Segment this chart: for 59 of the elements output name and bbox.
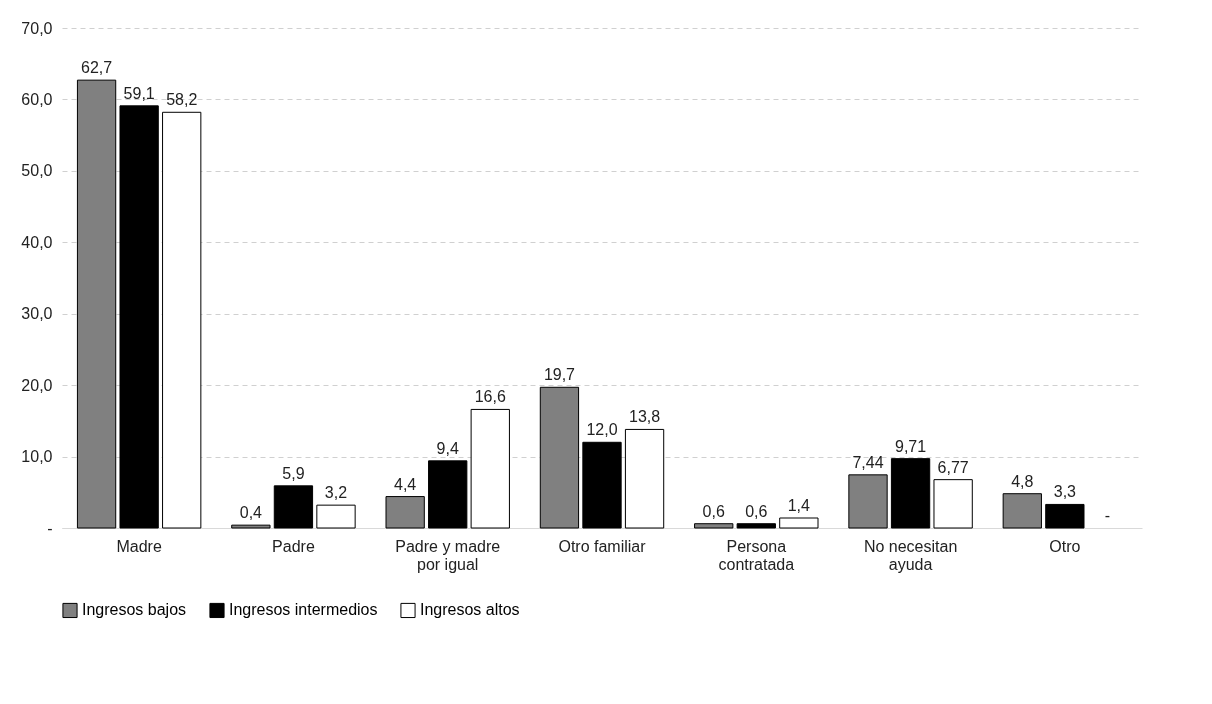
data-label: 16,6 <box>474 388 506 406</box>
legend-label: Ingresos bajos <box>82 601 187 619</box>
bar <box>736 523 776 529</box>
legend-label: Ingresos altos <box>420 601 520 619</box>
bar <box>119 105 159 529</box>
data-label: 19,7 <box>543 366 576 384</box>
data-label: 13,8 <box>628 408 661 426</box>
bar <box>848 474 888 529</box>
data-label: 3,3 <box>1053 483 1077 501</box>
x-tick-label: Otro familiar <box>558 537 647 555</box>
data-label: 6,77 <box>937 458 969 476</box>
bar <box>933 479 973 529</box>
bar <box>470 408 510 529</box>
y-tick-label: 40,0 <box>21 233 53 251</box>
data-label: 7,44 <box>852 453 884 471</box>
bar <box>273 485 314 529</box>
x-tick-label: Padre <box>272 537 315 555</box>
y-tick-label: 60,0 <box>21 90 53 108</box>
data-label: 62,7 <box>81 59 113 77</box>
data-label: 0,6 <box>745 502 768 520</box>
bar <box>539 386 580 529</box>
data-label: 59,1 <box>123 84 155 102</box>
x-tick-label: Madre <box>116 537 162 555</box>
y-tick-label: 70,0 <box>21 19 53 37</box>
y-tick-label: 50,0 <box>21 162 53 180</box>
x-tick-label: Padre y madre por igual <box>395 537 501 573</box>
data-label: 0,6 <box>702 502 725 520</box>
y-tick-label: - <box>47 519 53 537</box>
data-label: 4,8 <box>1011 472 1034 490</box>
bar <box>231 524 271 529</box>
bar <box>162 111 202 529</box>
data-label: 12,0 <box>586 421 618 439</box>
bar <box>1045 503 1085 529</box>
x-tick-label: No necesitan ayuda <box>863 537 958 573</box>
legend-label: Ingresos intermedios <box>229 601 378 619</box>
data-label: 9,71 <box>895 437 927 455</box>
data-label: 9,4 <box>436 439 459 457</box>
data-label: 3,2 <box>324 484 348 502</box>
bar <box>624 428 665 529</box>
x-tick-label: Otro <box>1049 537 1081 555</box>
y-tick-label: 30,0 <box>21 305 53 323</box>
data-label: 4,4 <box>394 475 417 493</box>
bar <box>428 460 468 529</box>
bar <box>694 523 734 529</box>
data-label: 58,2 <box>166 91 198 109</box>
bar <box>779 517 819 529</box>
text: - <box>1104 507 1111 524</box>
y-tick-label: 10,0 <box>21 448 53 466</box>
data-label: 0,4 <box>239 504 263 522</box>
bar <box>890 458 931 529</box>
bar <box>76 79 117 529</box>
bar <box>385 496 425 529</box>
x-tick-label: Persona contratada <box>718 537 795 573</box>
data-label: 5,9 <box>282 464 305 482</box>
y-tick-label: 20,0 <box>21 376 53 394</box>
bar <box>582 441 622 529</box>
bar <box>316 504 356 529</box>
bar <box>1002 493 1042 529</box>
data-label: 1,4 <box>787 497 811 514</box>
